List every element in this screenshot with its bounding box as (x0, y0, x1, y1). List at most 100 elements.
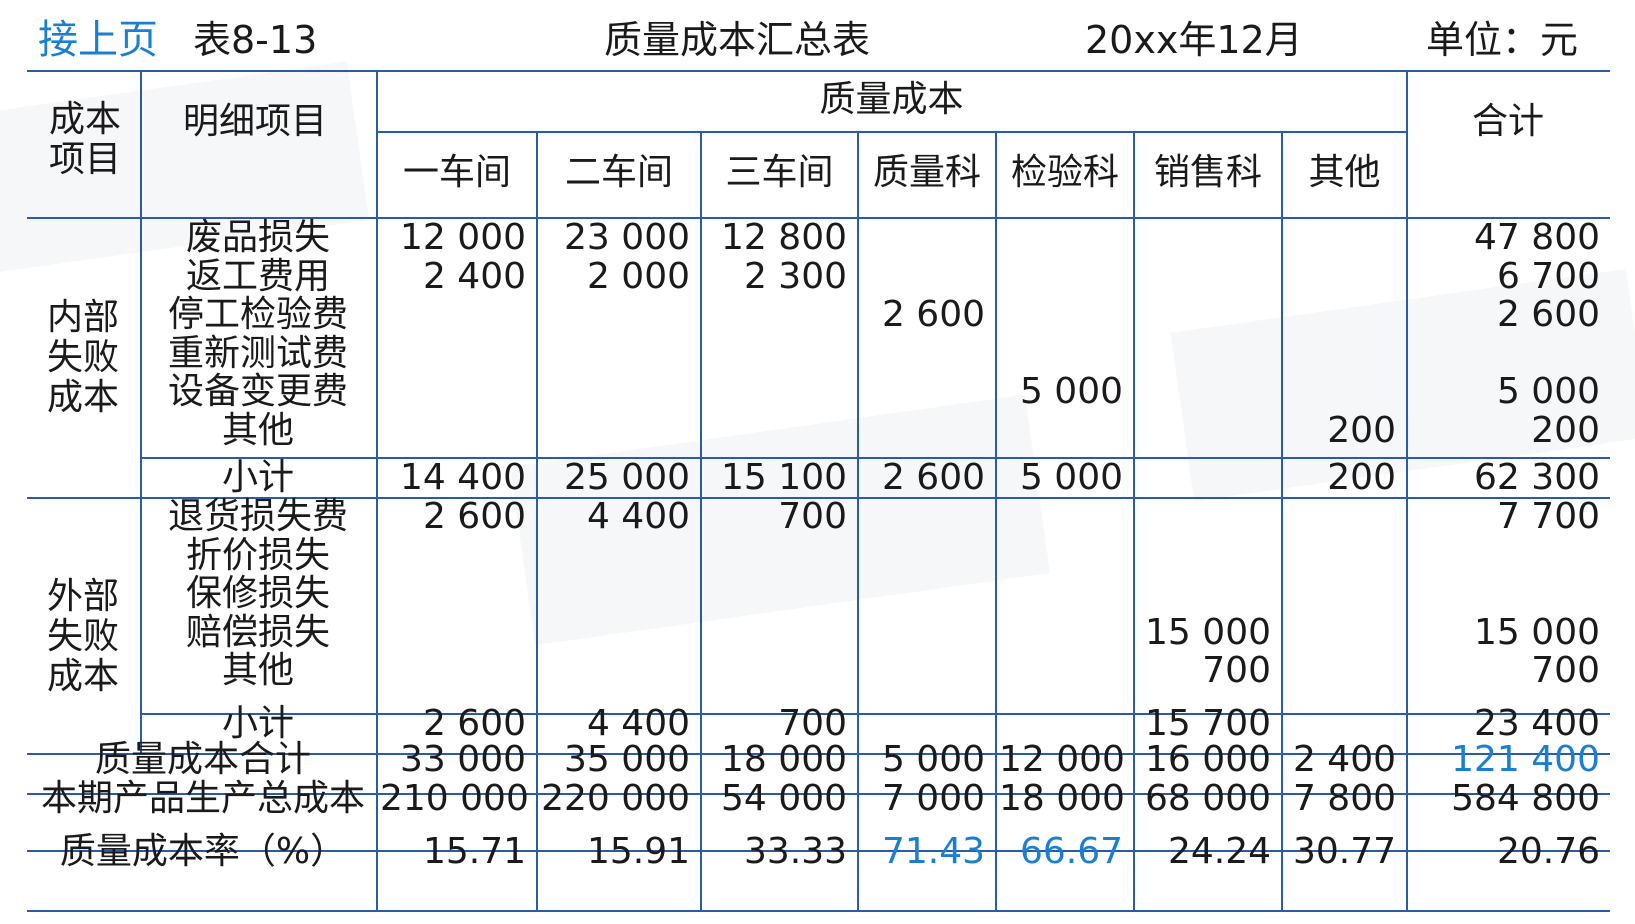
table-cell: 2 600 (422, 496, 526, 537)
vertical-rule (140, 70, 142, 753)
row-label: 返工费用 (185, 255, 330, 297)
table-cell: 15.71 (422, 831, 526, 872)
row-label: 废品损失 (185, 217, 330, 258)
dept-header: 一车间 (402, 152, 511, 193)
dept-header: 其他 (1308, 152, 1381, 193)
row-total: 7 700 (1496, 496, 1600, 537)
row-total: 200 (1531, 409, 1600, 451)
table-cell: 5 000 (1019, 371, 1123, 412)
table-cell: 4 400 (586, 703, 690, 744)
row-label: 其他 (221, 650, 294, 691)
row-total: 121 400 (1451, 739, 1600, 780)
horizontal-rule (27, 910, 1610, 912)
vertical-rule (376, 70, 378, 910)
row-label: 质量成本合计 (94, 739, 311, 780)
table-cell: 15.91 (586, 831, 690, 872)
row-total: 47 800 (1474, 217, 1600, 258)
table-cell: 700 (1202, 650, 1271, 691)
table-cell: 35 000 (564, 739, 690, 780)
table-cell: 18 000 (721, 739, 847, 780)
table-title: 质量成本汇总表 (604, 18, 871, 62)
table-number: 表8-13 (193, 18, 318, 62)
row-label: 赔偿损失 (185, 611, 330, 653)
vertical-rule (857, 131, 859, 910)
table-unit: 单位：元 (1426, 18, 1579, 62)
row-label: 折价损失 (185, 534, 330, 576)
table-cell: 2 600 (881, 457, 985, 498)
header-quality-cost: 质量成本 (819, 79, 964, 120)
table-cell: 66.67 (1019, 831, 1123, 872)
header-cost-item: 成本 项目 (48, 99, 121, 180)
table-cell: 30.77 (1292, 831, 1396, 872)
dept-header: 二车间 (564, 152, 673, 193)
dept-header: 质量科 (872, 152, 981, 193)
table-cell: 200 (1327, 457, 1396, 498)
table-cell: 210 000 (380, 778, 529, 819)
horizontal-rule (27, 753, 1610, 755)
table-cell: 200 (1327, 409, 1396, 451)
row-total: 20.76 (1496, 831, 1600, 872)
back-link[interactable]: 接上页 (38, 17, 158, 63)
row-label: 保修损失 (185, 573, 330, 614)
table-cell: 2 600 (422, 703, 526, 744)
row-label: 设备变更费 (167, 371, 348, 412)
row-total: 62 300 (1474, 457, 1600, 498)
table-cell: 24.24 (1167, 831, 1271, 872)
horizontal-rule (27, 217, 1610, 219)
horizontal-rule (376, 131, 1406, 133)
table-header-line: 接上页 表8-13 质量成本汇总表 20xx年12月 单位：元 (0, 10, 1635, 70)
table-cell: 12 000 (999, 739, 1125, 780)
table-cell: 33 000 (400, 739, 526, 780)
table-cell: 2 300 (743, 255, 847, 297)
vertical-rule (536, 131, 538, 910)
table-cell: 700 (778, 703, 847, 744)
table-cell: 14 400 (400, 457, 526, 498)
row-label: 小计 (221, 703, 294, 744)
table-cell: 15 100 (721, 457, 847, 498)
row-label: 重新测试费 (167, 332, 348, 374)
row-label: 退货损失费 (167, 496, 348, 537)
row-total: 6 700 (1496, 255, 1600, 297)
table-cell: 700 (778, 496, 847, 537)
table-cell: 33.33 (743, 831, 847, 872)
horizontal-rule (27, 497, 1610, 499)
external-failure-label: 外部 失败 成本 (46, 576, 119, 697)
table-cell: 15 000 (1145, 611, 1271, 653)
dept-header: 检验科 (1010, 152, 1119, 193)
table-cell: 18 000 (999, 778, 1125, 819)
horizontal-rule (140, 713, 1610, 715)
horizontal-rule (140, 457, 1610, 459)
table-cell: 5 000 (1019, 457, 1123, 498)
internal-failure-label: 内部 失败 成本 (46, 297, 119, 418)
horizontal-rule (27, 850, 1610, 852)
vertical-rule (1133, 131, 1135, 910)
table-cell: 2 400 (422, 255, 526, 297)
table-period: 20xx年12月 (1085, 18, 1303, 62)
row-label: 质量成本率（%） (59, 831, 347, 872)
row-total: 23 400 (1474, 703, 1600, 744)
dept-header: 三车间 (725, 152, 834, 193)
vertical-rule (1281, 131, 1283, 910)
table-cell: 15 700 (1145, 703, 1271, 744)
table-cell: 12 000 (400, 217, 526, 258)
header-total: 合计 (1471, 101, 1544, 142)
table-cell: 7 800 (1292, 778, 1396, 819)
horizontal-rule (27, 70, 1610, 72)
table-cell: 25 000 (564, 457, 690, 498)
vertical-rule (700, 131, 702, 910)
horizontal-rule (27, 793, 1610, 795)
row-total: 15 000 (1474, 611, 1600, 653)
dept-header: 销售科 (1153, 152, 1262, 193)
vertical-rule (1406, 70, 1408, 910)
table-cell: 7 000 (881, 778, 985, 819)
table-cell: 4 400 (586, 496, 690, 537)
table-cell: 220 000 (541, 778, 690, 819)
row-label: 小计 (221, 457, 294, 498)
row-total: 2 600 (1496, 294, 1600, 335)
row-label: 本期产品生产总成本 (40, 778, 365, 819)
table-cell: 54 000 (721, 778, 847, 819)
table-cell: 2 600 (881, 294, 985, 335)
row-total: 584 800 (1451, 778, 1600, 819)
row-total: 5 000 (1496, 371, 1600, 412)
table-cell: 68 000 (1145, 778, 1271, 819)
